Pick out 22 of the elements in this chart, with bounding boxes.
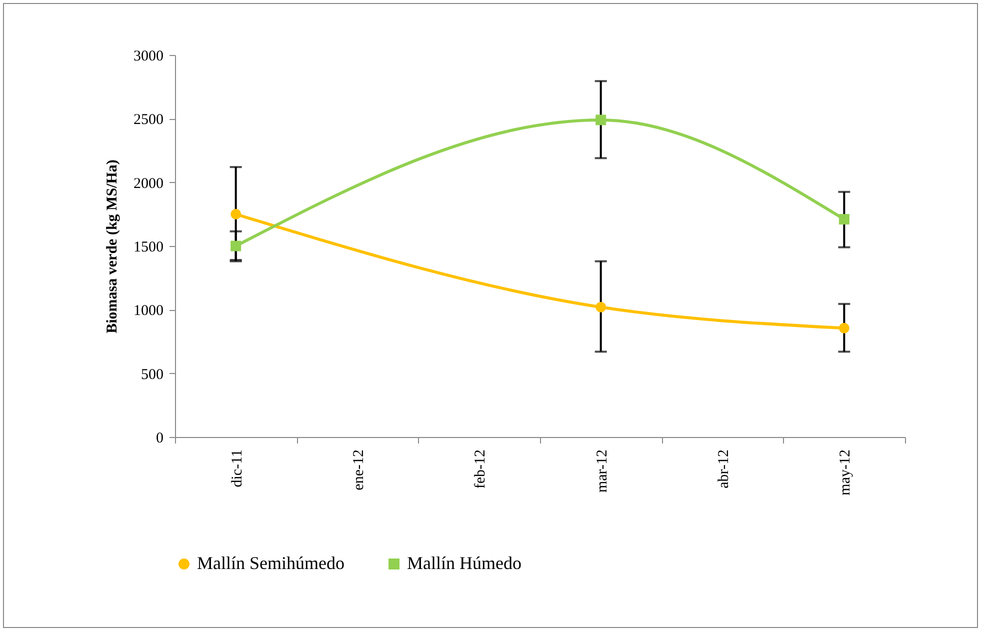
point (230, 208, 242, 220)
y-tick-label: 2000 (134, 176, 164, 192)
point (596, 114, 606, 126)
x-tick-label: mar-12 (594, 450, 610, 493)
point (838, 214, 850, 225)
point (838, 322, 850, 334)
y-tick-label: 3000 (134, 48, 164, 64)
legend-label: Mallín Húmedo (407, 553, 522, 573)
point (230, 240, 242, 252)
y-tick-label: 500 (141, 366, 164, 383)
y-tick-label: 1500 (134, 240, 164, 256)
legend-label: Mallín Semihúmedo (197, 553, 344, 573)
y-tick-label: 0 (156, 430, 164, 446)
y-axis-title: Biomasa verde (kg MS/Ha) (104, 160, 120, 334)
x-tick-label: may-12 (838, 450, 854, 496)
point (596, 302, 606, 312)
y-tick-label: 1000 (134, 303, 164, 320)
x-tick-label: abr-12 (716, 450, 732, 488)
x-tick-label: dic-11 (229, 450, 246, 488)
y-tick-label: 2500 (134, 112, 164, 128)
x-tick-label: ene-12 (351, 450, 367, 490)
x-tick-label: feb-12 (472, 450, 489, 489)
